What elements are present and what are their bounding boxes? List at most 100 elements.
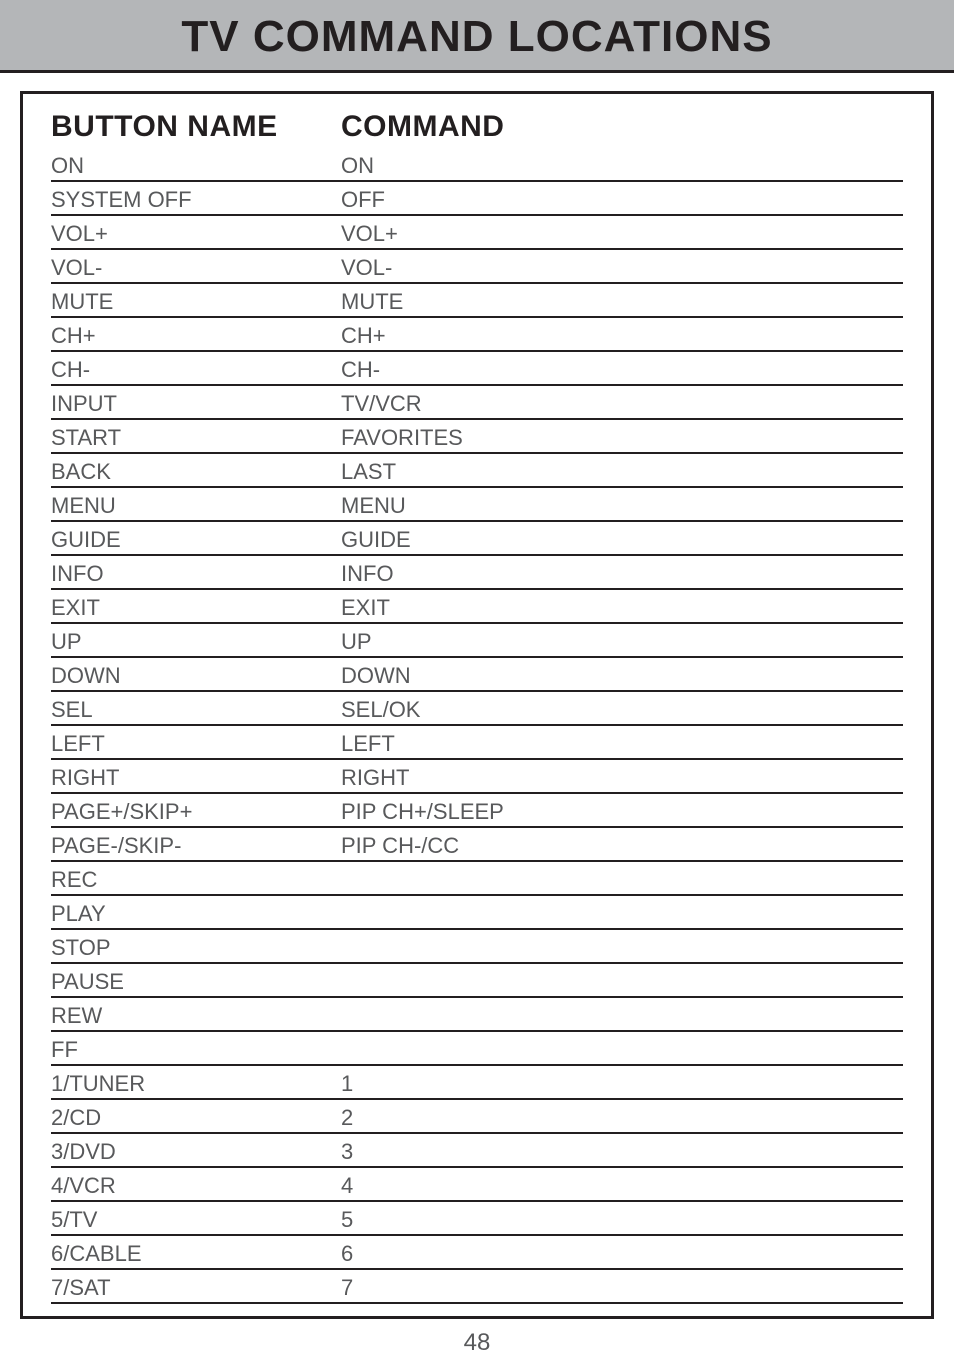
command-cell: SEL/OK — [341, 694, 903, 728]
command-table: BUTTON NAME COMMAND ONONSYSTEM OFFOFFVOL… — [51, 108, 903, 1306]
button-name-cell: DOWN — [51, 660, 341, 694]
button-name-cell: 7/SAT — [51, 1272, 341, 1306]
button-name-cell: 5/TV — [51, 1204, 341, 1238]
command-text: 2 — [341, 1105, 903, 1134]
command-cell: GUIDE — [341, 524, 903, 558]
command-cell: 7 — [341, 1272, 903, 1306]
button-name-cell: MUTE — [51, 286, 341, 320]
command-text: FAVORITES — [341, 425, 903, 454]
table-row: VOL-VOL- — [51, 252, 903, 286]
button-name-text: BACK — [51, 459, 341, 488]
page-title: TV COMMAND LOCATIONS — [0, 12, 954, 62]
command-cell: TV/VCR — [341, 388, 903, 422]
button-name-text: EXIT — [51, 595, 341, 624]
button-name-text: CH+ — [51, 323, 341, 352]
button-name-text: 6/CABLE — [51, 1241, 341, 1270]
button-name-cell: STOP — [51, 932, 341, 966]
button-name-text: PAGE-/SKIP- — [51, 833, 341, 862]
command-cell: 2 — [341, 1102, 903, 1136]
command-cell: 1 — [341, 1068, 903, 1102]
button-name-cell: PAGE+/SKIP+ — [51, 796, 341, 830]
button-name-text: PAUSE — [51, 969, 341, 998]
button-name-text: STOP — [51, 935, 341, 964]
command-cell: LEFT — [341, 728, 903, 762]
command-text: OFF — [341, 187, 903, 216]
command-text — [341, 1003, 903, 1032]
table-row: UPUP — [51, 626, 903, 660]
button-name-text: START — [51, 425, 341, 454]
button-name-cell: PAUSE — [51, 966, 341, 1000]
command-text: EXIT — [341, 595, 903, 624]
command-text — [341, 935, 903, 964]
command-cell: VOL- — [341, 252, 903, 286]
button-name-cell: EXIT — [51, 592, 341, 626]
button-name-cell: SYSTEM OFF — [51, 184, 341, 218]
command-text — [341, 1037, 903, 1066]
command-cell: PIP CH-/CC — [341, 830, 903, 864]
command-text: 6 — [341, 1241, 903, 1270]
table-row: 4/VCR4 — [51, 1170, 903, 1204]
table-container: BUTTON NAME COMMAND ONONSYSTEM OFFOFFVOL… — [20, 91, 934, 1319]
button-name-text: SYSTEM OFF — [51, 187, 341, 216]
button-name-cell: GUIDE — [51, 524, 341, 558]
table-row: SELSEL/OK — [51, 694, 903, 728]
table-row: CH+CH+ — [51, 320, 903, 354]
button-name-text: REC — [51, 867, 341, 896]
button-name-text: 2/CD — [51, 1105, 341, 1134]
table-row: MUTEMUTE — [51, 286, 903, 320]
button-name-text: GUIDE — [51, 527, 341, 556]
command-text — [341, 969, 903, 998]
table-row: RIGHTRIGHT — [51, 762, 903, 796]
command-cell — [341, 1034, 903, 1068]
table-body: ONONSYSTEM OFFOFFVOL+VOL+VOL-VOL-MUTEMUT… — [51, 150, 903, 1306]
table-row: EXITEXIT — [51, 592, 903, 626]
command-cell: DOWN — [341, 660, 903, 694]
button-name-cell: INFO — [51, 558, 341, 592]
table-row: STARTFAVORITES — [51, 422, 903, 456]
table-row: PAGE-/SKIP-PIP CH-/CC — [51, 830, 903, 864]
page-number: 48 — [0, 1329, 954, 1357]
table-row: 2/CD2 — [51, 1102, 903, 1136]
button-name-cell: LEFT — [51, 728, 341, 762]
command-cell: MUTE — [341, 286, 903, 320]
table-row: 1/TUNER1 — [51, 1068, 903, 1102]
table-row: ONON — [51, 150, 903, 184]
command-text: DOWN — [341, 663, 903, 692]
button-name-cell: PLAY — [51, 898, 341, 932]
button-name-cell: 2/CD — [51, 1102, 341, 1136]
command-cell — [341, 1000, 903, 1034]
table-header-row: BUTTON NAME COMMAND — [51, 108, 903, 150]
button-name-cell: REC — [51, 864, 341, 898]
button-name-cell: CH- — [51, 354, 341, 388]
button-name-cell: VOL- — [51, 252, 341, 286]
button-name-text: MUTE — [51, 289, 341, 318]
command-text: ON — [341, 153, 903, 182]
button-name-cell: CH+ — [51, 320, 341, 354]
command-text: 3 — [341, 1139, 903, 1168]
table-row: 7/SAT7 — [51, 1272, 903, 1306]
command-text: GUIDE — [341, 527, 903, 556]
table-row: STOP — [51, 932, 903, 966]
button-name-cell: 6/CABLE — [51, 1238, 341, 1272]
command-text: LAST — [341, 459, 903, 488]
table-row: DOWNDOWN — [51, 660, 903, 694]
command-cell — [341, 932, 903, 966]
button-name-cell: INPUT — [51, 388, 341, 422]
command-cell — [341, 864, 903, 898]
command-cell: LAST — [341, 456, 903, 490]
button-name-text: 3/DVD — [51, 1139, 341, 1168]
table-row: 3/DVD3 — [51, 1136, 903, 1170]
table-row: PAUSE — [51, 966, 903, 1000]
command-text: LEFT — [341, 731, 903, 760]
command-text: CH+ — [341, 323, 903, 352]
button-name-cell: ON — [51, 150, 341, 184]
button-name-cell: START — [51, 422, 341, 456]
button-name-text: CH- — [51, 357, 341, 386]
command-cell: 6 — [341, 1238, 903, 1272]
button-name-cell: PAGE-/SKIP- — [51, 830, 341, 864]
button-name-cell: VOL+ — [51, 218, 341, 252]
table-row: GUIDEGUIDE — [51, 524, 903, 558]
command-text — [341, 901, 903, 930]
table-row: MENUMENU — [51, 490, 903, 524]
command-cell: 4 — [341, 1170, 903, 1204]
